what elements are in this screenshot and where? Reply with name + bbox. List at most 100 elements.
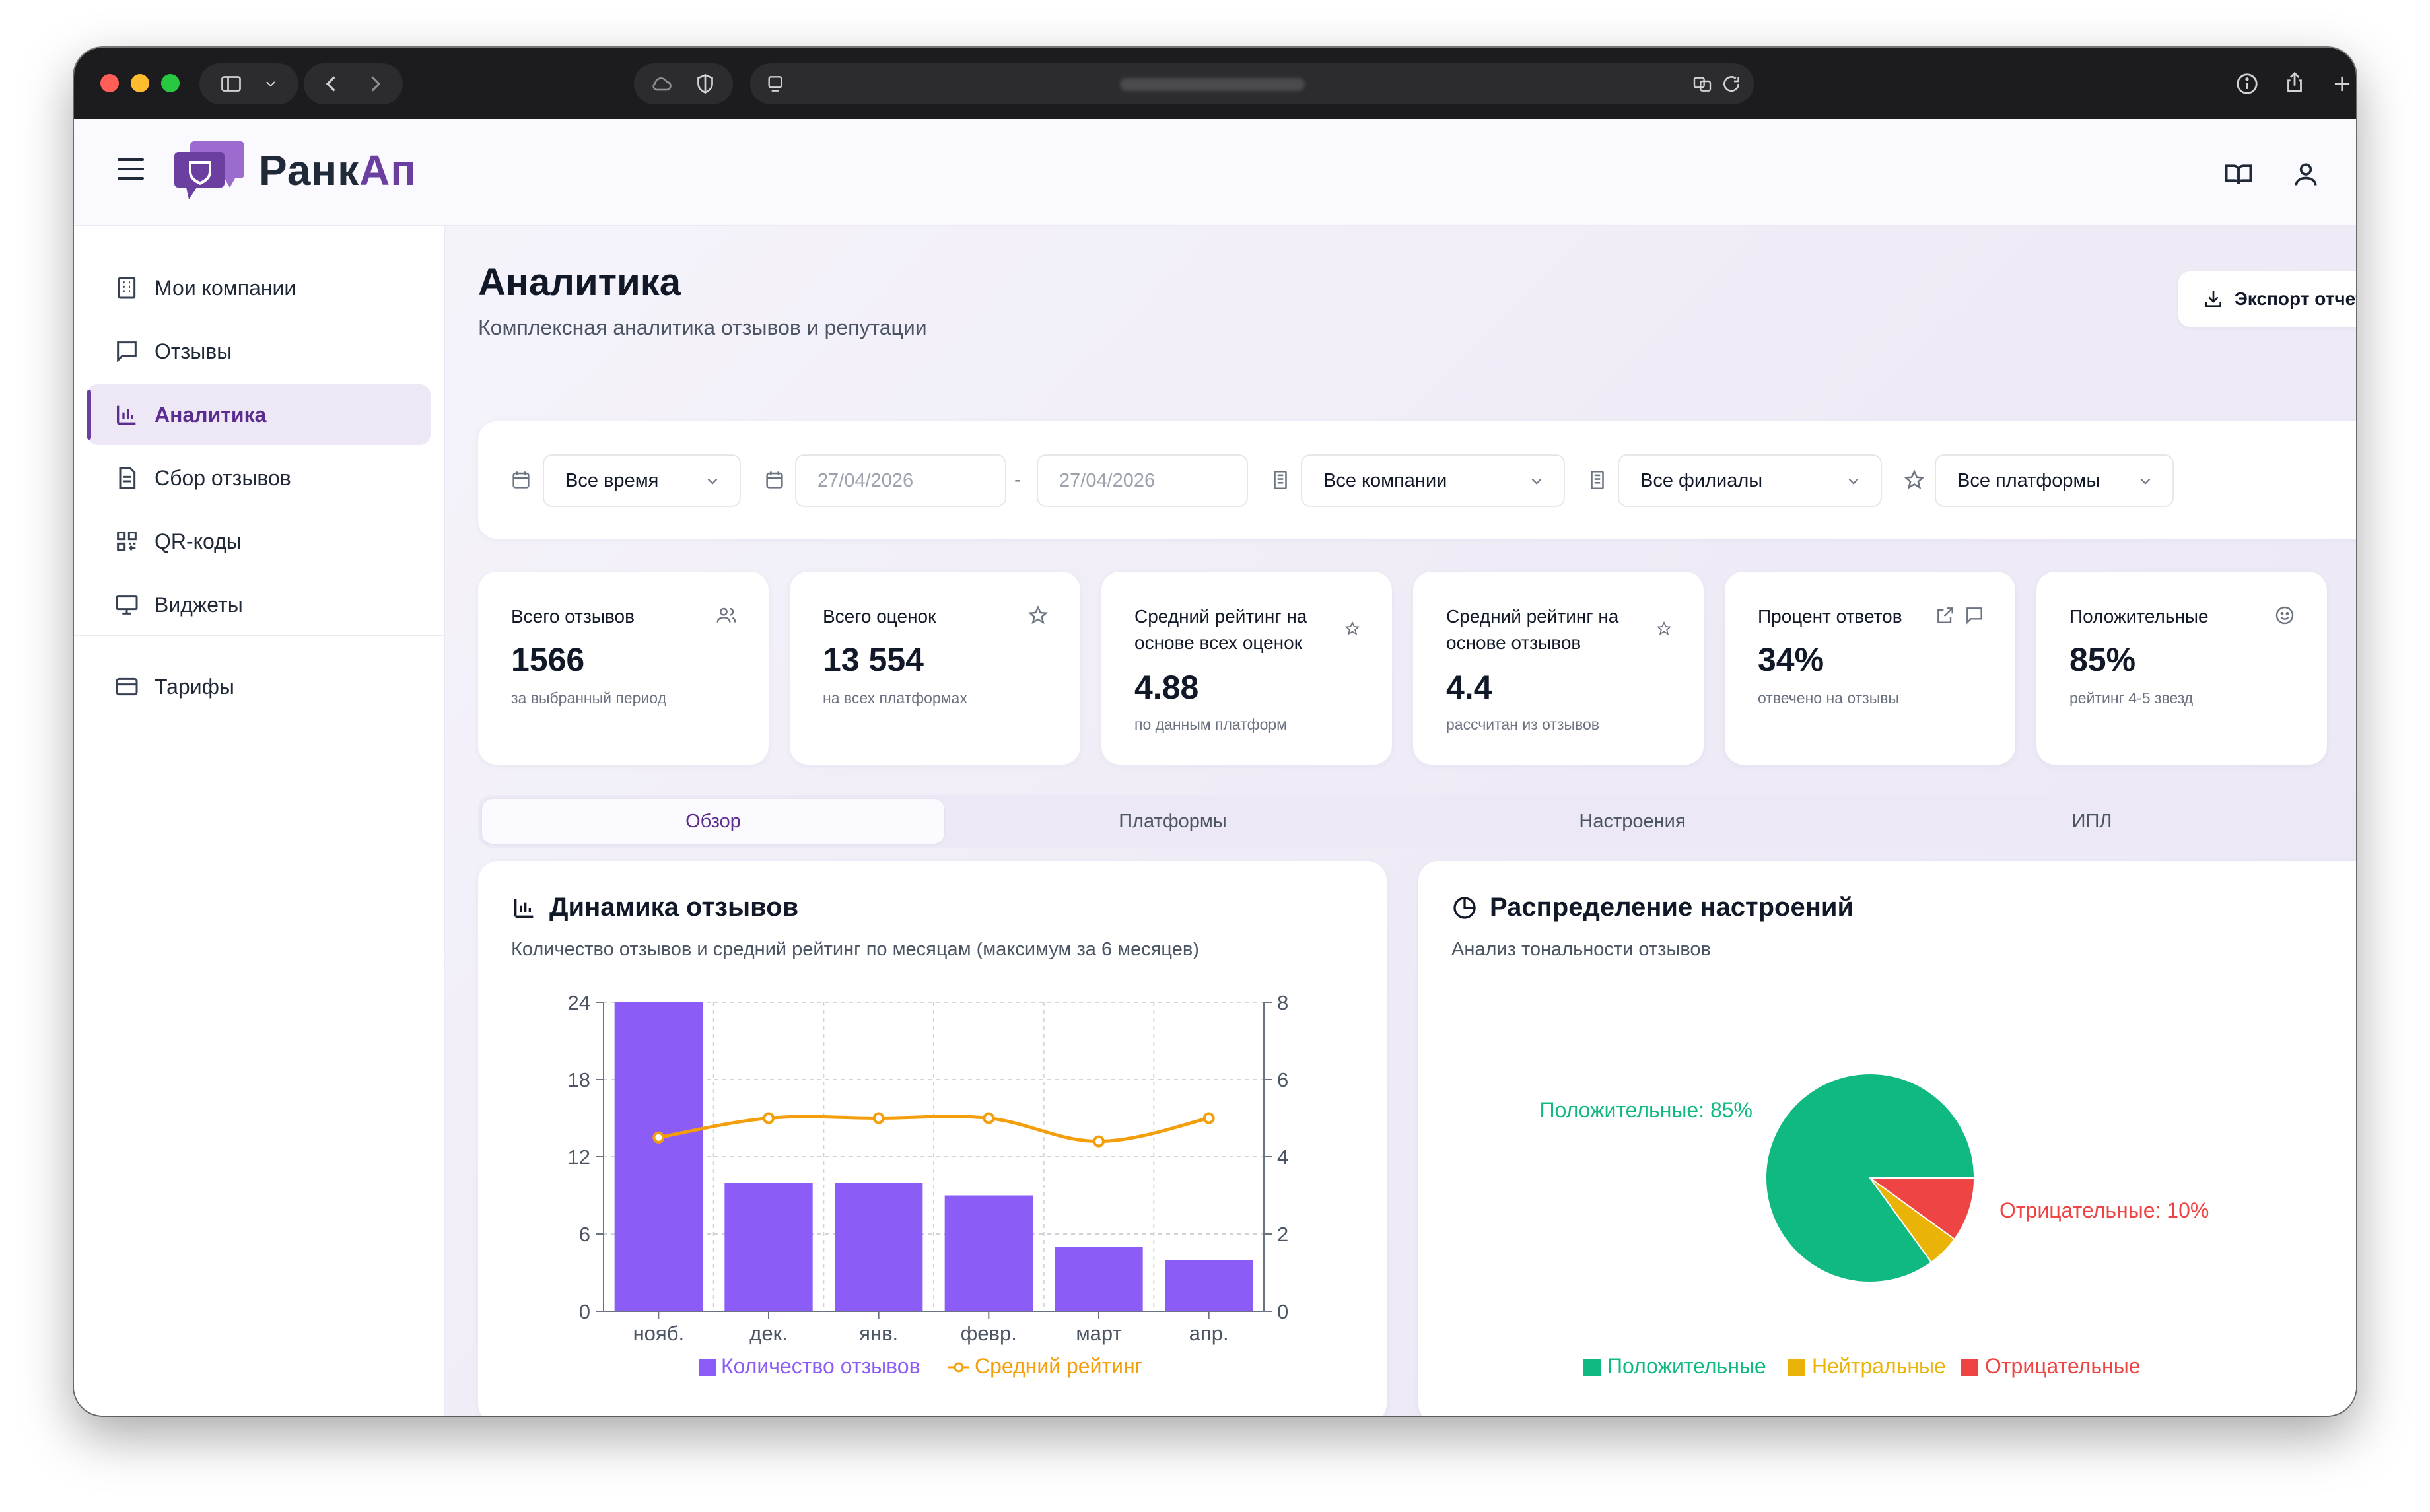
legend-label-0: Положительные bbox=[1607, 1354, 1766, 1378]
close-window-button[interactable] bbox=[100, 74, 119, 92]
tab-platforms[interactable]: Платформы bbox=[1119, 810, 1227, 832]
legend-label-2: Отрицательные bbox=[1985, 1354, 2140, 1378]
sentiment-chart: Положительные: 85% Отрицательные: 10% Поло… bbox=[1539, 1073, 2209, 1378]
chevron-down-icon bbox=[2140, 478, 2151, 485]
message-square-icon bbox=[117, 341, 137, 362]
new-tab-icon[interactable] bbox=[2330, 71, 2355, 96]
sidebar-item-label: Тарифы bbox=[155, 674, 234, 699]
tab-overview[interactable]: Обзор bbox=[482, 799, 944, 844]
platform-value: Все платформы bbox=[1957, 469, 2100, 491]
y-tick-label-left: 12 bbox=[568, 1146, 590, 1169]
sidebar-item-reviews[interactable]: Отзывы bbox=[87, 321, 431, 382]
sidebar-item-label: Отзывы bbox=[155, 339, 232, 363]
book-icon[interactable] bbox=[2224, 160, 2253, 189]
logo-icon bbox=[174, 141, 244, 199]
export-label: Экспорт отчета bbox=[2234, 289, 2356, 309]
history-nav bbox=[304, 63, 403, 104]
star-icon bbox=[1904, 469, 1925, 489]
sentiment-title: Распределение настроений bbox=[1451, 893, 1854, 922]
dynamics-title: Динамика отзывов bbox=[511, 893, 798, 922]
tab-sentiment[interactable]: Настроения bbox=[1579, 810, 1686, 832]
bar-chart-icon bbox=[117, 405, 136, 425]
date-to-input[interactable]: 27/04/2026 bbox=[1037, 454, 1248, 507]
page-subtitle: Комплексная аналитика отзывов и репутаци… bbox=[478, 316, 927, 339]
app-header: РанкАп bbox=[74, 119, 2356, 226]
stat-subtitle: рейтинг 4-5 звезд bbox=[2069, 689, 2194, 706]
company-select[interactable]: Все компании bbox=[1301, 454, 1565, 507]
stat-value: 34% bbox=[1758, 641, 1824, 678]
sidebar-item-analytics[interactable]: Аналитика bbox=[87, 384, 431, 445]
y-tick-label-right: 0 bbox=[1277, 1300, 1288, 1323]
translate-icon[interactable] bbox=[1692, 73, 1713, 94]
pie-slice-positive bbox=[1765, 1073, 1976, 1283]
sidebar-item-collect-reviews[interactable]: Сбор отзывов bbox=[87, 448, 431, 508]
x-tick-label: нояб. bbox=[633, 1322, 685, 1345]
sidebar: Мои компании Отзывы Аналитика Сбор отзыв… bbox=[74, 226, 445, 1416]
external-link-icon[interactable] bbox=[1935, 605, 1956, 626]
cloud-icon[interactable] bbox=[650, 72, 674, 96]
shield-icon[interactable] bbox=[693, 72, 717, 96]
stat-title: Всего оценок bbox=[823, 606, 936, 627]
branch-value: Все филиалы bbox=[1640, 469, 1763, 491]
menu-icon[interactable] bbox=[118, 158, 144, 182]
rating-line bbox=[658, 1115, 1210, 1144]
x-tick-label: дек. bbox=[749, 1322, 788, 1345]
y-tick-label-right: 8 bbox=[1277, 991, 1288, 1014]
star-icon bbox=[1028, 605, 1048, 625]
period-select[interactable]: Все время bbox=[543, 454, 741, 507]
stat-card-avg-rating-reviews: Средний рейтинг на основе отзывов 4.4 ра… bbox=[1413, 572, 1704, 765]
company-value: Все компании bbox=[1323, 469, 1447, 491]
page-title: Аналитика bbox=[478, 261, 681, 304]
user-icon[interactable] bbox=[2291, 160, 2320, 189]
bar bbox=[944, 1195, 1033, 1311]
file-text-icon bbox=[119, 467, 136, 489]
stat-title: Положительные bbox=[2069, 606, 2209, 627]
tab-ipl[interactable]: ИПЛ bbox=[2071, 810, 2112, 832]
stat-subtitle: по данным платформ bbox=[1134, 716, 1287, 733]
legend-swatch-1 bbox=[1788, 1359, 1805, 1376]
date-from-value: 27/04/2026 bbox=[817, 469, 914, 491]
platform-select[interactable]: Все платформы bbox=[1935, 454, 2174, 507]
date-from-input[interactable]: 27/04/2026 bbox=[795, 454, 1006, 507]
address-bar[interactable] bbox=[750, 63, 1754, 104]
main-content: Аналитика Комплексная аналитика отзывов … bbox=[445, 226, 2356, 1416]
sidebar-toggle-button[interactable] bbox=[199, 63, 298, 104]
date-to-value: 27/04/2026 bbox=[1059, 469, 1156, 491]
stat-value: 1566 bbox=[511, 641, 585, 678]
x-tick-label: февр. bbox=[961, 1322, 1017, 1345]
stat-value: 85% bbox=[2069, 641, 2136, 678]
sidebar-item-pricing[interactable]: Тарифы bbox=[87, 656, 431, 717]
info-icon[interactable] bbox=[2235, 71, 2260, 96]
sidebar-item-qr-codes[interactable]: QR-коды bbox=[87, 511, 431, 572]
stat-card-response-rate: Процент ответов 34% отвечено на отзывы bbox=[1725, 572, 2015, 765]
share-icon[interactable] bbox=[2282, 70, 2307, 95]
forward-icon[interactable] bbox=[363, 72, 387, 96]
stat-subtitle: рассчитан из отзывов bbox=[1446, 716, 1599, 733]
back-icon[interactable] bbox=[320, 72, 343, 96]
zoom-window-button[interactable] bbox=[161, 74, 180, 92]
legend-swatch-reviews bbox=[699, 1359, 716, 1376]
legend-swatch-0 bbox=[1583, 1359, 1601, 1376]
export-report-button[interactable]: Экспорт отчета bbox=[2178, 271, 2356, 327]
x-tick-label: март bbox=[1076, 1322, 1121, 1345]
y-tick-label-right: 6 bbox=[1277, 1068, 1288, 1091]
stat-card-positive: Положительные 85% рейтинг 4-5 звезд bbox=[2036, 572, 2327, 765]
page-menu-icon[interactable] bbox=[765, 73, 786, 94]
minimize-window-button[interactable] bbox=[131, 74, 149, 92]
x-tick-label: апр. bbox=[1189, 1322, 1229, 1345]
branch-select[interactable]: Все филиалы bbox=[1618, 454, 1882, 507]
pie-chart-icon bbox=[1453, 896, 1476, 919]
period-value: Все время bbox=[565, 469, 659, 491]
pie-callout-negative: Отрицательные: 10% bbox=[1999, 1198, 2209, 1222]
bar bbox=[724, 1183, 813, 1311]
stat-title: Процент ответов bbox=[1758, 606, 1902, 627]
url-text bbox=[1120, 78, 1305, 91]
sidebar-item-label: Сбор отзывов bbox=[155, 465, 291, 490]
sidebar-item-companies[interactable]: Мои компании bbox=[87, 258, 431, 318]
sidebar-item-widgets[interactable]: Виджеты bbox=[87, 574, 431, 635]
brand-logo[interactable]: РанкАп bbox=[174, 137, 417, 203]
y-tick-label-left: 0 bbox=[579, 1300, 590, 1323]
reload-icon[interactable] bbox=[1721, 73, 1742, 94]
rating-point bbox=[763, 1112, 775, 1124]
